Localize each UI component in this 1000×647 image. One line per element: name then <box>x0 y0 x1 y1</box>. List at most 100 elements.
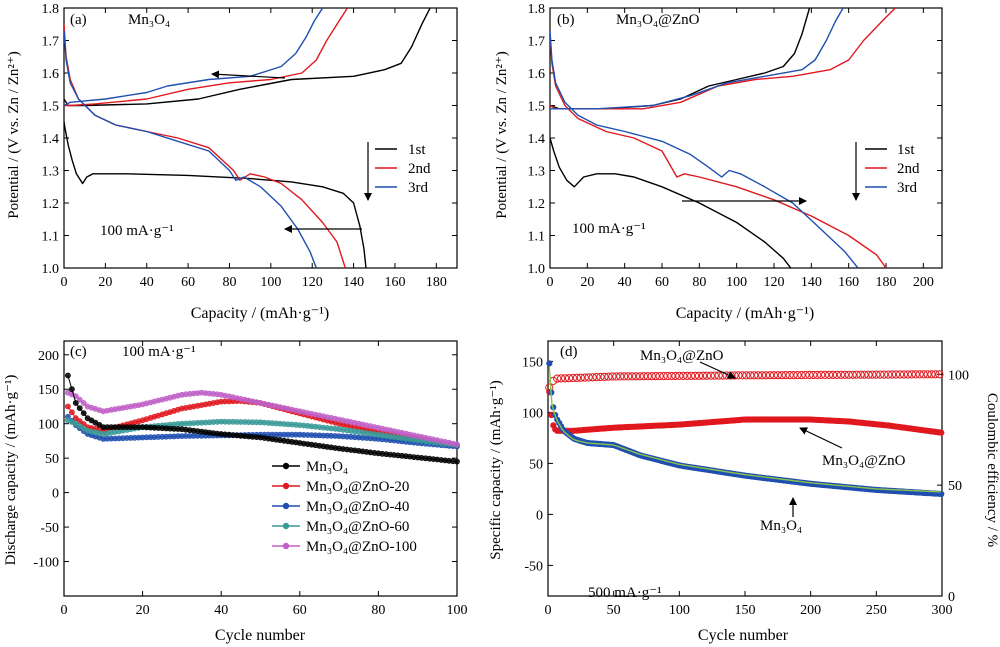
data-point <box>809 370 818 380</box>
x-tick-label: 80 <box>692 275 706 290</box>
y-tick-label: 200 <box>38 349 59 364</box>
panel-b-xlabel: Capacity / (mAh·g⁻¹) <box>676 305 815 322</box>
data-point <box>848 370 857 379</box>
panel-b-label: (b) <box>557 12 575 28</box>
legend-label-3rd: 3rd <box>897 180 917 196</box>
y-tick-label: -100 <box>33 556 59 571</box>
series-line <box>67 375 458 463</box>
series-line-2nd <box>550 8 896 110</box>
series-lines <box>550 8 896 268</box>
y-tick-label: 1.8 <box>528 2 546 17</box>
data-point <box>872 370 881 379</box>
y-tick-label: 100 <box>38 418 59 433</box>
panel-a-plot-area: 0 20 40 60 80 100 120 140 160 180 1.0 1.1 1.2 1.3 1.4 1… <box>42 2 458 290</box>
data-point <box>895 370 905 379</box>
data-point <box>880 370 889 379</box>
y-tick-label: -50 <box>524 559 543 574</box>
panel-c-legend: Mn₃O₄ Mn₃O₄@ZnO-20 Mn₃O₄@ZnO-40 Mn₃O₄@ZnO-6… <box>272 459 417 555</box>
data-point <box>754 371 763 380</box>
legend-label-1st: 1st <box>897 142 915 158</box>
annotation-ce-arrow <box>699 361 736 379</box>
data-point <box>687 371 696 380</box>
x-tick-label: 0 <box>545 603 552 618</box>
data-point <box>69 386 75 393</box>
x-tick-label: 40 <box>140 275 154 290</box>
x-tick-label: 60 <box>655 275 669 290</box>
data-point <box>631 372 641 381</box>
x-tick-label: 300 <box>932 603 953 618</box>
data-point <box>635 372 645 381</box>
x-tick-label: 60 <box>181 275 195 290</box>
series-markers <box>65 372 460 465</box>
data-point <box>856 370 865 379</box>
panel-d-xlabel: Cycle number <box>698 627 789 644</box>
y-tick-label: 1.1 <box>42 230 60 245</box>
data-point <box>781 371 790 380</box>
panel-d-label: (d) <box>560 344 578 360</box>
data-point <box>884 370 893 379</box>
legend-label-2nd: 2nd <box>408 161 431 177</box>
y2-tick-label: 100 <box>948 368 969 383</box>
y-tick-label: 1.5 <box>528 100 546 115</box>
panel-b-voltage-profile-mn3o4-zno: 0 20 40 60 80 100 120 140 160 180 200 1.0 1.1 1.2 1.3 1… <box>494 2 943 322</box>
y-tick-label: 1.5 <box>42 100 60 115</box>
data-point <box>868 370 877 379</box>
legend-marker <box>282 542 290 550</box>
data-point <box>852 370 861 379</box>
series-line-3rd <box>550 30 859 268</box>
legend-label: Mn₃O₄ <box>306 459 348 475</box>
data-point <box>76 405 83 411</box>
data-point <box>628 372 637 381</box>
data-point <box>675 371 684 380</box>
y-tick-label: 50 <box>45 452 59 467</box>
y-tick-label: 1.4 <box>528 132 546 147</box>
data-point <box>454 441 460 448</box>
data-point <box>836 370 846 379</box>
legend-label: Mn₃O₄@ZnO-60 <box>306 519 409 535</box>
panel-a-legend: 1st 2nd 3rd <box>364 142 431 201</box>
data-point <box>840 370 849 379</box>
data-point <box>785 371 794 380</box>
panel-d-ylabel: Specific capacity / (mAh·g⁻¹) <box>488 380 504 559</box>
y-tick-label: 1.2 <box>42 197 60 212</box>
data-point <box>69 409 75 416</box>
x-tick-label: 250 <box>866 603 887 618</box>
series-line-3rd <box>550 8 844 110</box>
data-point <box>821 370 830 379</box>
panel-a-xlabel: Capacity / (mAh·g⁻¹) <box>191 305 330 322</box>
data-point <box>907 370 916 379</box>
data-point <box>553 374 562 383</box>
data-point <box>663 371 672 381</box>
data-point <box>620 372 629 381</box>
data-point <box>825 370 834 379</box>
data-point <box>80 400 87 406</box>
x-tick-label: 120 <box>764 275 785 290</box>
data-point <box>765 371 775 380</box>
data-point <box>679 371 688 380</box>
series-markers <box>548 366 941 493</box>
legend-marker <box>282 502 290 510</box>
y-tick-label: 1.3 <box>528 165 546 180</box>
data-point <box>604 372 613 381</box>
data-point <box>683 371 692 380</box>
y-tick-label: 1.0 <box>42 262 60 277</box>
legend-label-3rd: 3rd <box>408 180 428 196</box>
data-point <box>691 371 700 380</box>
series-line-2nd <box>64 8 348 107</box>
data-point <box>746 371 755 380</box>
panel-b-material: Mn₃O₄@ZnO <box>616 12 700 28</box>
legend-label: Mn₃O₄@ZnO-40 <box>306 499 409 515</box>
x-tick-label: 50 <box>607 603 621 618</box>
x-tick-label: 100 <box>447 603 468 618</box>
data-point <box>76 396 83 403</box>
data-point <box>891 370 901 379</box>
x-tick-label: 0 <box>547 275 554 290</box>
y2-tick-label: 0 <box>948 590 955 605</box>
data-point <box>888 370 897 379</box>
data-point <box>832 370 842 379</box>
x-tick-label: 80 <box>222 275 236 290</box>
series-line-1st <box>550 137 792 268</box>
data-point <box>588 373 597 382</box>
data-point <box>639 372 649 381</box>
